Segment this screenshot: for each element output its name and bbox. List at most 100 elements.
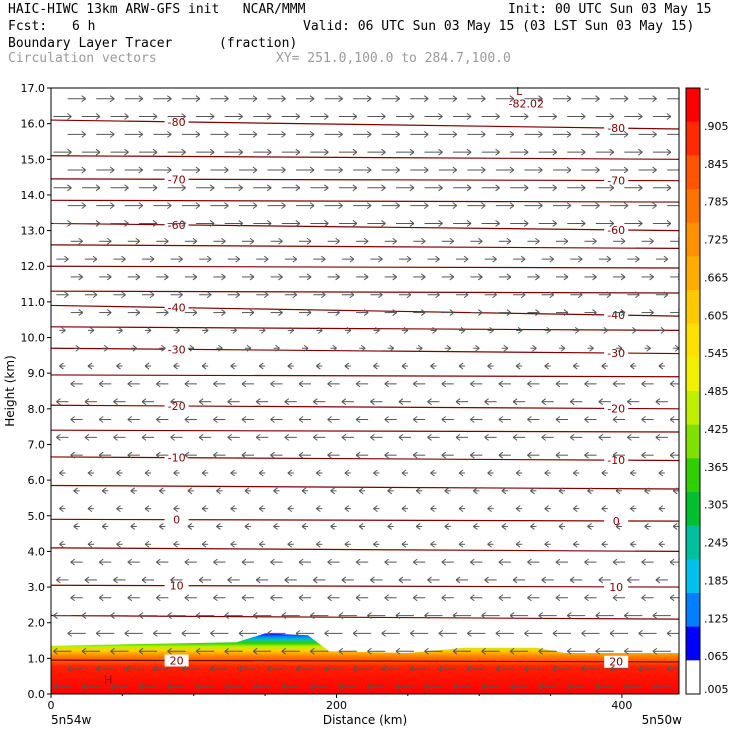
wind-vector	[487, 540, 494, 548]
wind-vector	[327, 416, 340, 423]
y-tick-label: 5.0	[28, 510, 46, 523]
wind-vector	[398, 433, 411, 441]
wind-vector	[655, 291, 669, 299]
wind-vector	[441, 416, 454, 423]
wind-vector	[258, 469, 266, 477]
wind-vector	[384, 237, 397, 245]
wind-vector	[395, 184, 415, 192]
field-units: (fraction)	[219, 36, 298, 51]
wind-vector	[398, 291, 412, 299]
wind-vector	[124, 95, 144, 103]
wind-vector	[409, 665, 429, 673]
wind-vector	[196, 148, 215, 156]
wind-vector	[227, 398, 240, 406]
wind-vector	[344, 505, 351, 513]
wind-vector	[201, 469, 209, 477]
wind-vector	[509, 683, 529, 691]
wind-vector	[484, 576, 497, 584]
contour-label-bg	[604, 347, 629, 360]
wind-vector	[538, 220, 557, 227]
wind-vector	[241, 273, 255, 281]
wind-vector	[202, 326, 209, 334]
wind-vector	[184, 380, 197, 388]
wind-vector	[324, 665, 343, 673]
contour-line	[51, 614, 679, 620]
wind-vector	[598, 291, 612, 299]
colorbar-swatch	[686, 189, 700, 224]
wind-vector	[67, 665, 86, 673]
wind-vector	[310, 647, 329, 655]
valid-time: Valid: 06 UTC Sun 03 May 15 (03 LST Sun …	[303, 19, 695, 34]
wind-vector	[595, 184, 615, 192]
wind-vector	[270, 416, 283, 423]
wind-vector	[587, 344, 594, 352]
wind-vector	[638, 95, 657, 103]
wind-vector	[609, 630, 629, 637]
wind-vector	[584, 309, 597, 316]
wind-vector	[473, 487, 480, 495]
wind-vector	[138, 683, 158, 691]
contour-line	[51, 155, 679, 160]
wind-vector	[167, 113, 186, 120]
wind-vector	[153, 202, 172, 210]
wind-vector	[213, 380, 226, 388]
y-tick-label: 0.0	[28, 688, 46, 701]
wind-vector	[481, 148, 500, 156]
wind-vector	[116, 505, 123, 513]
contour-label: 10	[609, 581, 623, 594]
wind-vector	[130, 344, 138, 352]
wind-vector	[452, 647, 472, 655]
wind-vector	[281, 184, 301, 192]
wind-vector	[224, 683, 243, 691]
wind-vector	[455, 576, 469, 584]
wind-vector	[512, 398, 526, 406]
contour-label: -10	[607, 454, 625, 467]
wind-vector	[99, 237, 112, 245]
wind-vector	[296, 95, 315, 103]
colorbar-label: .545	[704, 347, 729, 360]
wind-vector	[173, 326, 180, 334]
wind-vector	[327, 237, 340, 245]
wind-vector	[430, 469, 437, 477]
wind-vector	[210, 665, 229, 673]
wind-vector	[370, 398, 383, 406]
wind-vector	[56, 398, 69, 406]
wind-vector	[498, 594, 511, 602]
wind-vector	[167, 148, 186, 156]
wind-vector	[224, 113, 243, 120]
wind-vector	[284, 255, 298, 263]
wind-vector	[344, 469, 351, 477]
wind-vector	[159, 487, 166, 495]
wind-vector	[81, 148, 101, 156]
wind-vector	[127, 273, 141, 281]
wind-vector	[630, 326, 637, 334]
wind-vector	[498, 558, 511, 566]
wind-vector	[415, 487, 423, 495]
wind-vector	[170, 291, 183, 299]
contour-label: -80	[607, 122, 625, 135]
plot-annotation: H	[104, 673, 112, 686]
wind-vector	[666, 630, 679, 637]
wind-vector	[510, 184, 529, 192]
wind-vector	[638, 665, 657, 673]
plot-frame	[50, 87, 680, 695]
wind-vector	[541, 255, 554, 263]
wind-vector	[224, 184, 243, 192]
wind-vector	[187, 487, 194, 495]
wind-vector	[555, 558, 568, 566]
wind-vector	[572, 362, 580, 370]
wind-vector	[609, 665, 629, 673]
wind-vector	[195, 612, 215, 619]
wind-vector	[495, 202, 515, 210]
wind-vector	[230, 326, 237, 334]
y-tick-label: 7.0	[28, 438, 46, 451]
wind-vector	[541, 433, 554, 441]
colorbar-swatch	[686, 391, 700, 426]
wind-vector	[641, 273, 654, 281]
wind-vector	[487, 469, 494, 477]
wind-vector	[581, 630, 600, 637]
wind-vector	[267, 95, 286, 103]
wind-vector	[652, 612, 671, 619]
wind-vector	[353, 202, 372, 210]
wind-vector	[356, 309, 369, 316]
